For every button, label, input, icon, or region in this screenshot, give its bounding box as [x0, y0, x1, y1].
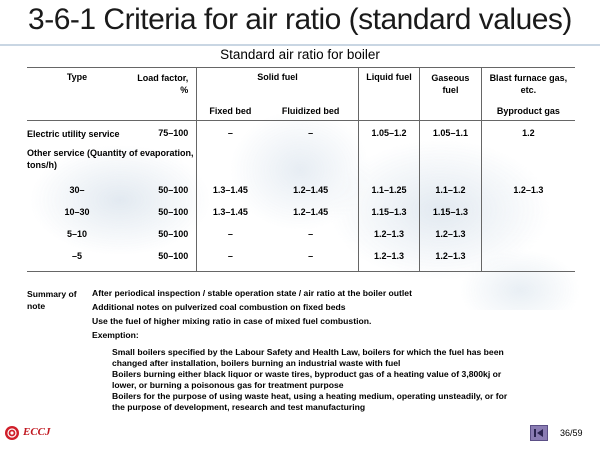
exemption-line: Boilers burning either black liquor or w…	[112, 369, 502, 379]
cell-liquid: 1.2–1.3	[357, 249, 420, 272]
cell-gas: 1.15–1.3	[419, 205, 482, 227]
header-solid-fuel: Solid fuel	[196, 67, 359, 100]
exemption-line: the purpose of development, research and…	[112, 402, 366, 412]
eccj-logo: ECCJ	[5, 425, 65, 441]
cell-fixed: –	[196, 249, 264, 272]
cell-gas: 1.2–1.3	[419, 227, 482, 249]
cell-load: 50–100	[158, 185, 189, 195]
air-ratio-table: Type Load factor, % Solid fuel Liquid fu…	[27, 67, 575, 272]
cell-fluid: 1.2–1.45	[293, 185, 329, 195]
header-blast-furnace: Blast furnace gas, etc.	[480, 67, 575, 100]
cell-electric-blast: 1.2	[480, 120, 575, 140]
cell-liquid: 1.15–1.3	[357, 205, 420, 227]
cell-fixed: 1.3–1.45	[196, 181, 264, 205]
summary-line: Use the fuel of higher mixing ratio in c…	[92, 316, 372, 326]
first-page-button[interactable]	[530, 425, 548, 441]
exemption-line: Small boilers specified by the Labour Sa…	[112, 347, 504, 357]
cell-fixed: 1.3–1.45	[196, 205, 264, 227]
cell-electric-liquid: 1.05–1.2	[357, 120, 420, 140]
cell-liquid: 1.1–1.25	[357, 181, 420, 205]
cell-blast	[480, 227, 575, 249]
cell-load: 50–100	[158, 207, 189, 217]
header-load-factor: Load factor, %	[137, 73, 189, 95]
exemption-list: Small boilers specified by the Labour Sa…	[112, 347, 592, 413]
cell-gas: 1.1–1.2	[419, 181, 482, 205]
cell-blast	[480, 205, 575, 227]
logo-text: ECCJ	[23, 426, 51, 438]
cell-electric-load: 75–100	[158, 128, 189, 138]
cell-blast: 1.2–1.3	[480, 181, 575, 205]
cell-electric-fluid: –	[308, 128, 314, 138]
header-liquid-fuel: Liquid fuel	[357, 67, 420, 100]
cell-electric-gas: 1.05–1.1	[419, 120, 482, 140]
header-fluidized-bed: Fluidized bed	[281, 106, 340, 116]
first-page-icon	[534, 429, 543, 437]
summary-line: Additional notes on pulverized coal comb…	[92, 302, 346, 312]
page-title: 3-6-1 Criteria for air ratio (standard v…	[28, 3, 572, 36]
page-number: 36/59	[560, 428, 583, 438]
row-label-electric: Electric utility service	[27, 129, 120, 139]
exemption-line: Boilers for the purpose of using waste h…	[112, 391, 508, 401]
title-divider	[0, 44, 600, 46]
header-fixed-bed: Fixed bed	[196, 100, 264, 121]
cell-qty: 10–30	[64, 207, 90, 217]
cell-qty: 30–	[69, 185, 85, 195]
exemption-line: changed after installation, boilers burn…	[112, 358, 401, 368]
cell-fluid: 1.2–1.45	[293, 207, 329, 217]
cell-liquid: 1.2–1.3	[357, 227, 420, 249]
summary-label: Summary of note	[27, 289, 77, 311]
cell-qty: –5	[71, 251, 82, 261]
cell-electric-fixed: –	[196, 120, 264, 140]
header-type: Type	[66, 72, 88, 82]
header-gaseous-fuel: Gaseous fuel	[419, 67, 482, 100]
cell-fixed: –	[196, 227, 264, 249]
header-byproduct-gas: Byproduct gas	[480, 100, 575, 121]
cell-fluid: –	[308, 251, 314, 261]
cell-blast	[480, 249, 575, 272]
logo-mark-icon	[5, 426, 19, 440]
exemption-line: lower, or burning a poisonous gas for tr…	[112, 380, 344, 390]
row-label-other-service: Other service (Quantity of evaporation, …	[27, 148, 194, 170]
summary-exemption-label: Exemption:	[92, 330, 139, 340]
cell-load: 50–100	[158, 229, 189, 239]
cell-qty: 5–10	[66, 229, 88, 239]
cell-load: 50–100	[158, 251, 189, 261]
cell-fluid: –	[308, 229, 314, 239]
table-caption: Standard air ratio for boiler	[220, 47, 380, 62]
summary-line: After periodical inspection / stable ope…	[92, 288, 412, 298]
cell-gas: 1.2–1.3	[419, 249, 482, 272]
